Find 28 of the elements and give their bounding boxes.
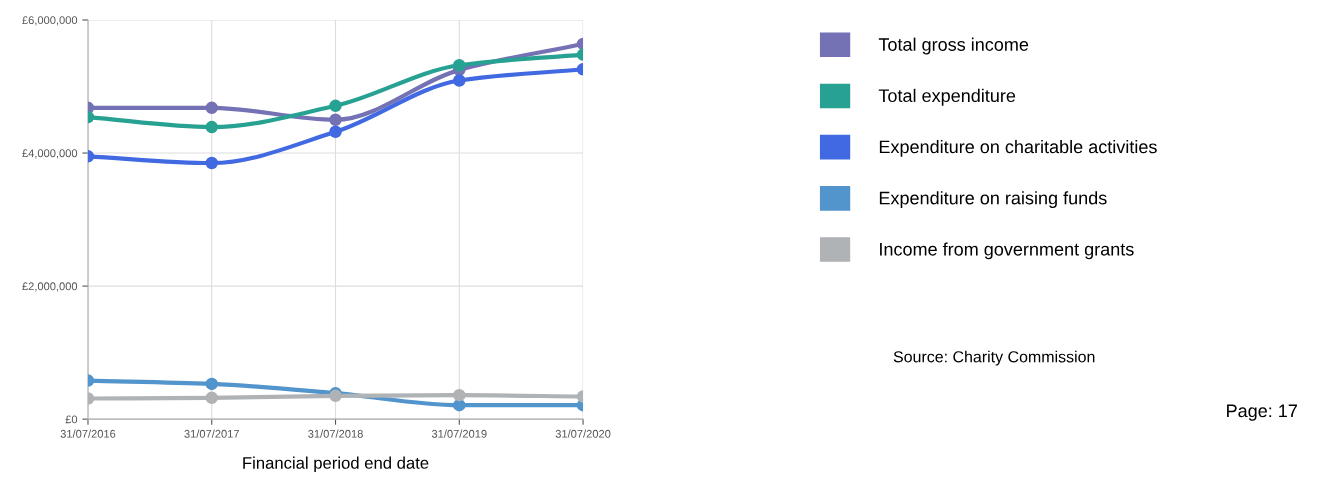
x-tick-label: 31/07/2018 <box>308 429 363 438</box>
legend-label: Expenditure on charitable activities <box>879 139 1157 157</box>
y-tick-label: £4,000,000 <box>22 149 78 159</box>
x-tick-label: 31/07/2020 <box>555 429 611 438</box>
legend-label: Expenditure on raising funds <box>879 191 1107 209</box>
source-note: Source: Charity Commission <box>893 350 1095 366</box>
point <box>205 391 218 405</box>
x-tick-label: 31/07/2016 <box>60 429 116 438</box>
legend-label: Income from government grants <box>880 242 1134 260</box>
point <box>205 120 218 134</box>
point <box>329 113 342 127</box>
x-tick-label: 31/07/2017 <box>184 429 239 438</box>
point <box>453 74 466 87</box>
point <box>453 58 466 72</box>
text: Page: 17 <box>1227 404 1297 421</box>
point <box>329 99 342 113</box>
point <box>205 101 218 115</box>
y-tick-label: £0 <box>65 415 78 424</box>
point <box>329 125 342 139</box>
x-axis-title: Financial period end date <box>243 456 429 473</box>
y-tick-label: £2,000,000 <box>22 282 78 292</box>
point <box>453 388 466 402</box>
y-tick-label: £6,000,000 <box>22 16 78 26</box>
point <box>205 377 218 391</box>
x-tick-label: 31/07/2019 <box>431 429 487 438</box>
legend-label: Total expenditure <box>878 88 1016 106</box>
point <box>205 156 218 170</box>
legend-label: Total gross income <box>878 37 1029 55</box>
